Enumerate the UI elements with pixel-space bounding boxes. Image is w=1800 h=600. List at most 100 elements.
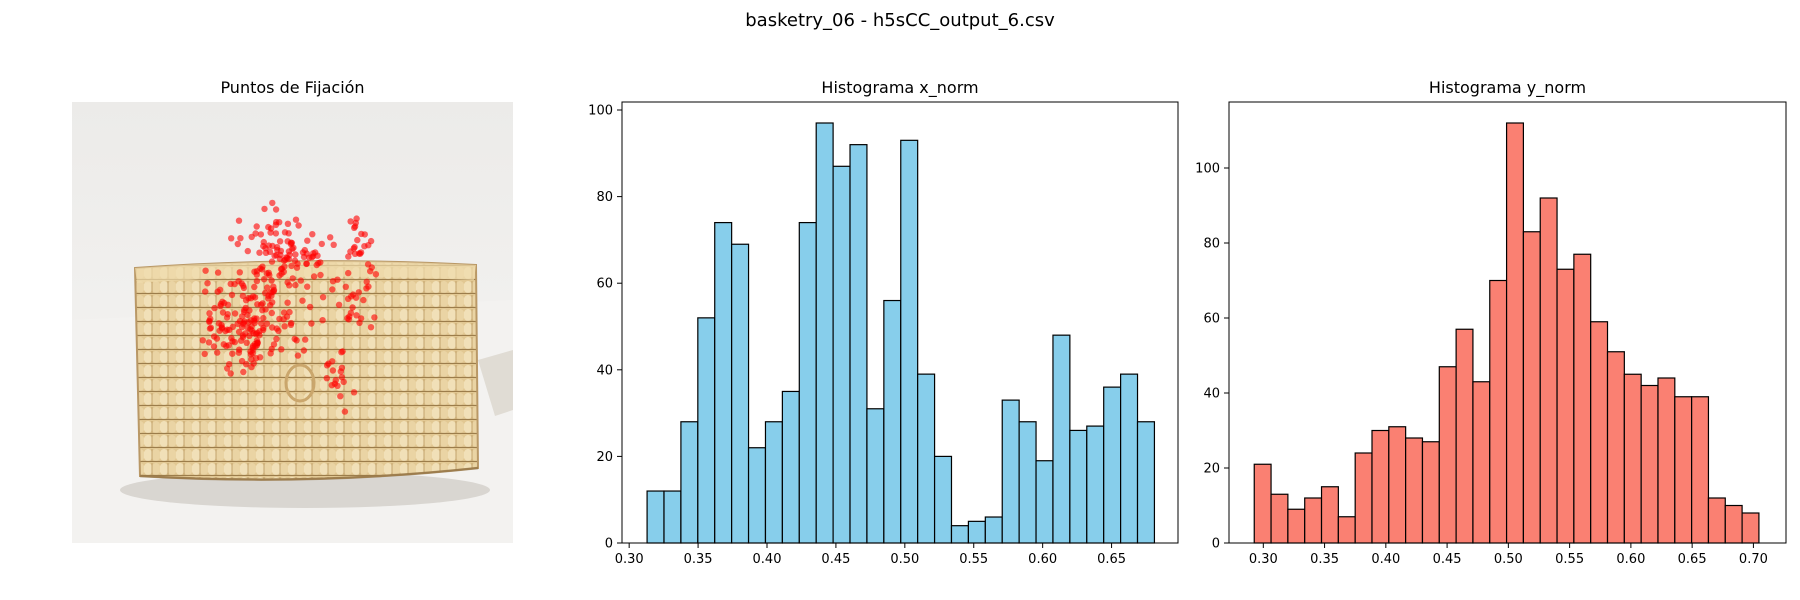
y-tick-label: 100	[588, 104, 613, 119]
histogram-bar	[1388, 426, 1407, 544]
fixation-point	[372, 271, 380, 278]
histogram-bar	[883, 299, 902, 544]
fixation-point	[253, 271, 260, 278]
fixation-point	[310, 250, 317, 257]
fixation-point	[240, 282, 247, 289]
fixation-point	[219, 298, 226, 305]
y-tick-label: 80	[1203, 237, 1220, 252]
y-tick-label: 60	[1203, 312, 1220, 327]
fixation-point	[228, 291, 236, 299]
fixation-point	[342, 283, 349, 290]
y-tick-label: 40	[596, 363, 613, 378]
fixation-point	[310, 273, 318, 280]
fixation-point	[240, 368, 247, 376]
fixation-point	[315, 260, 322, 267]
x-tick-label: 0.60	[1028, 552, 1057, 567]
fixation-point	[293, 264, 301, 271]
fixation-point	[270, 341, 278, 348]
fixation-point	[317, 271, 324, 279]
fixation-point	[236, 269, 243, 276]
histogram-bar	[1371, 429, 1390, 544]
fixation-point	[357, 315, 365, 322]
fixation-point	[228, 334, 235, 342]
histogram-bar	[1623, 373, 1642, 544]
fixation-point	[292, 251, 299, 258]
x-tick-label: 0.65	[1678, 552, 1707, 567]
plot-frame	[621, 101, 1179, 544]
histogram-bar	[1270, 493, 1289, 544]
fixation-point	[339, 348, 346, 355]
fixation-point	[250, 360, 257, 367]
fixation-point	[220, 341, 227, 348]
fixation-point	[234, 320, 241, 327]
fixation-point	[257, 231, 265, 238]
fixation-point	[347, 218, 354, 225]
fixation-point	[332, 376, 339, 384]
fixation-point	[269, 288, 276, 296]
fixation-point	[361, 231, 368, 238]
histogram-bar	[815, 122, 834, 544]
fixation-point	[256, 332, 263, 339]
x-tick-label: 0.40	[753, 552, 782, 567]
fixation-point	[256, 249, 263, 256]
fixation-point	[228, 235, 235, 242]
y-tick-label: 20	[1203, 462, 1220, 477]
histogram-bar	[1691, 396, 1710, 544]
histogram-bar	[1304, 497, 1323, 544]
fixation-point	[242, 297, 250, 304]
histogram-y-title: Histograma y_norm	[1429, 78, 1586, 98]
fixation-point	[302, 336, 309, 343]
histogram-bar	[1472, 381, 1491, 544]
fixation-point	[347, 309, 355, 317]
fixation-point	[256, 354, 264, 361]
histogram-x-title: Histograma x_norm	[821, 78, 978, 98]
fixation-point	[207, 315, 214, 323]
figure-title: basketry_06 - h5sCC_output_6.csv	[745, 10, 1055, 31]
fixation-point	[244, 247, 251, 255]
x-tick-label: 0.30	[615, 552, 644, 567]
fixation-point	[363, 278, 370, 285]
histogram-x-panel: Histograma x_norm 0.30 0.35 0.40 0.45 0.50 0.…	[588, 78, 1179, 567]
fixation-point	[267, 229, 274, 236]
x-tick-label: 0.70	[1739, 552, 1768, 567]
fixation-point	[235, 349, 243, 356]
fixation-point	[344, 315, 351, 322]
fixation-point	[284, 299, 291, 306]
histogram-bar	[764, 421, 783, 544]
fixation-point	[281, 323, 288, 330]
histogram-bar	[984, 516, 1003, 544]
fixation-point	[244, 324, 252, 332]
fixation-point	[306, 303, 314, 311]
histogram-bar	[1455, 328, 1474, 544]
x-tick-label: 0.65	[1097, 552, 1126, 567]
histogram-bar	[950, 525, 969, 544]
fixation-point	[284, 220, 292, 227]
fixation-point	[273, 244, 281, 251]
fixation-point	[363, 285, 370, 292]
fixation-point	[225, 342, 232, 349]
histogram-bar	[1253, 463, 1272, 544]
y-tick-label: 40	[1203, 387, 1220, 402]
fixation-point	[262, 289, 269, 297]
fixation-point	[243, 339, 250, 346]
x-tick-label: 0.40	[1371, 552, 1400, 567]
fixation-point	[353, 312, 360, 319]
fixation-point	[224, 301, 232, 308]
fixation-point	[264, 295, 272, 302]
histogram-bar	[1103, 386, 1122, 544]
fixation-point	[240, 308, 248, 316]
y-tick-label: 0	[1212, 537, 1220, 552]
fixation-point	[267, 350, 274, 357]
fixation-point	[240, 321, 247, 328]
fixation-point	[367, 324, 375, 331]
x-tick-label: 0.55	[959, 552, 988, 567]
fixation-point	[214, 349, 221, 356]
x-tick-label: 0.35	[1310, 552, 1339, 567]
fixation-point	[280, 309, 288, 316]
y-tick-label: 20	[596, 450, 613, 465]
fixation-point	[335, 301, 343, 308]
fixation-point	[299, 297, 306, 304]
y-tick-label: 0	[605, 537, 613, 552]
fixation-point	[319, 294, 327, 301]
fixation-point	[229, 350, 236, 357]
